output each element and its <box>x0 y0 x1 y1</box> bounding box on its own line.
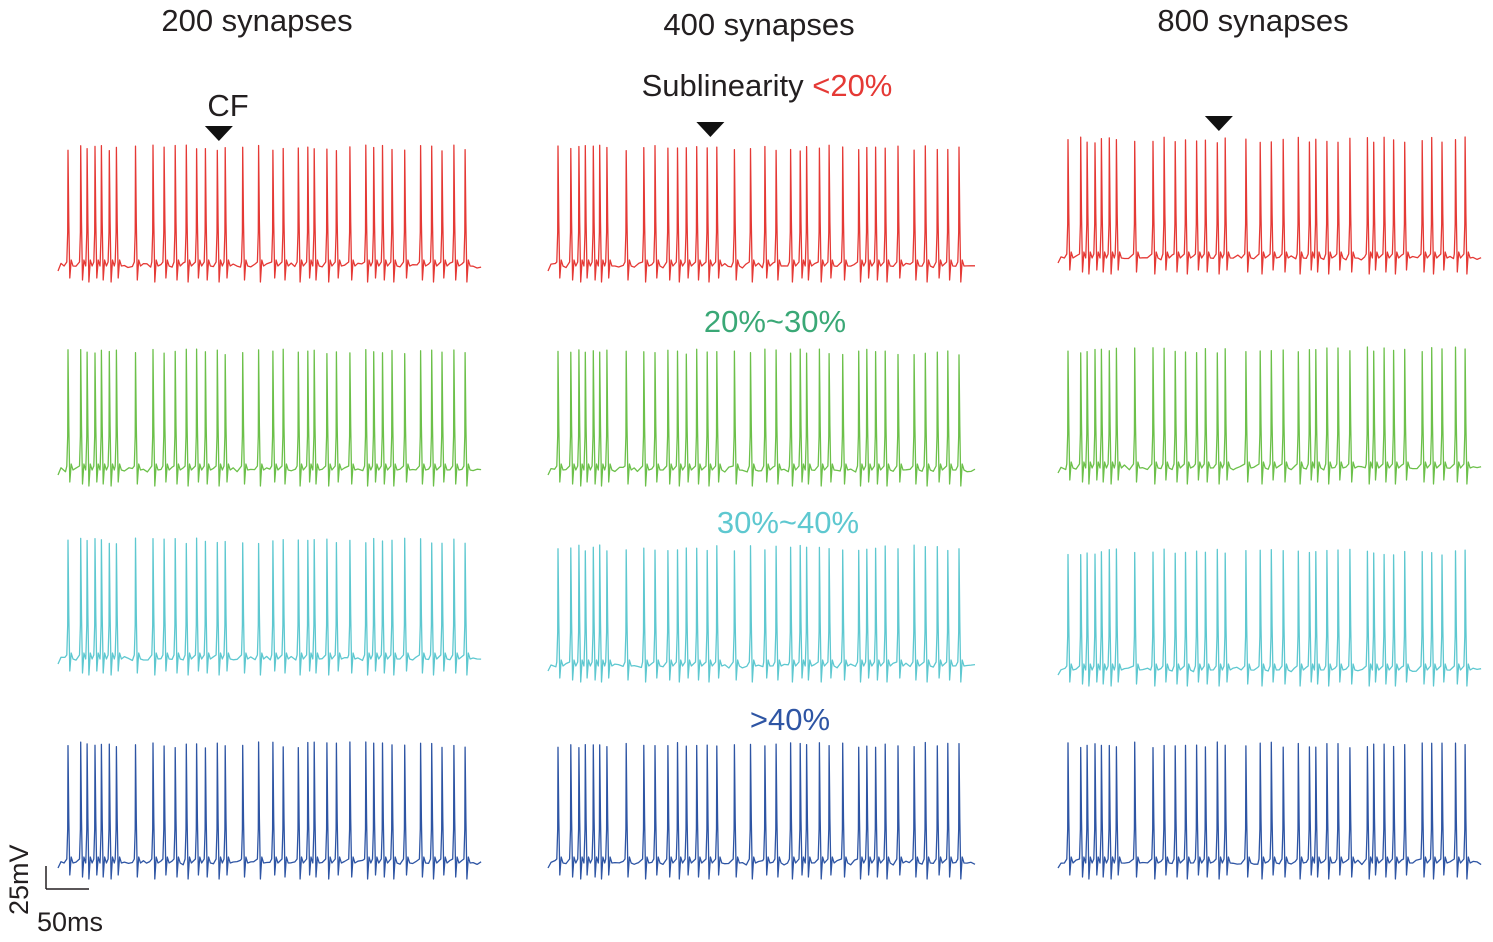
cf-marker-label: CF <box>207 88 248 123</box>
voltage-trace-row2-col2 <box>547 348 976 487</box>
voltage-trace-row4-col1 <box>57 741 482 880</box>
row-label-20-30: 20%~30% <box>704 304 846 339</box>
scale-bar: 25mV 50ms <box>4 844 103 937</box>
scale-bar-time-label: 50ms <box>37 907 103 937</box>
row-label-sublinearity-lt20: Sublinearity <20% <box>642 68 893 103</box>
voltage-trace-row2-col1 <box>57 348 482 487</box>
cf-marker-col3 <box>1204 116 1233 131</box>
scale-bar-voltage-label: 25mV <box>4 844 34 915</box>
column-title-400-synapses: 400 synapses <box>663 7 854 42</box>
voltage-traces <box>57 136 1482 880</box>
row-label-value: <20% <box>812 68 892 103</box>
column-title-800-synapses: 800 synapses <box>1157 3 1348 38</box>
row-label-30-40: 30%~40% <box>717 505 859 540</box>
cf-marker-col1 <box>204 126 233 141</box>
voltage-trace-row2-col3 <box>1057 346 1482 485</box>
cf-marker-col2 <box>696 122 725 137</box>
voltage-trace-row1-col1 <box>57 144 482 283</box>
voltage-trace-row3-col1 <box>57 537 482 676</box>
voltage-trace-row3-col3 <box>1057 548 1482 687</box>
row-label-gt40: >40% <box>750 702 830 737</box>
voltage-trace-row3-col2 <box>547 544 976 683</box>
voltage-trace-row4-col3 <box>1057 741 1482 880</box>
voltage-trace-row1-col3 <box>1057 136 1482 275</box>
voltage-trace-row4-col2 <box>547 741 976 880</box>
voltage-trace-row1-col2 <box>547 144 975 283</box>
row-label-prefix: Sublinearity <box>642 68 813 103</box>
cf-markers <box>204 116 1233 141</box>
column-title-200-synapses: 200 synapses <box>161 3 352 38</box>
